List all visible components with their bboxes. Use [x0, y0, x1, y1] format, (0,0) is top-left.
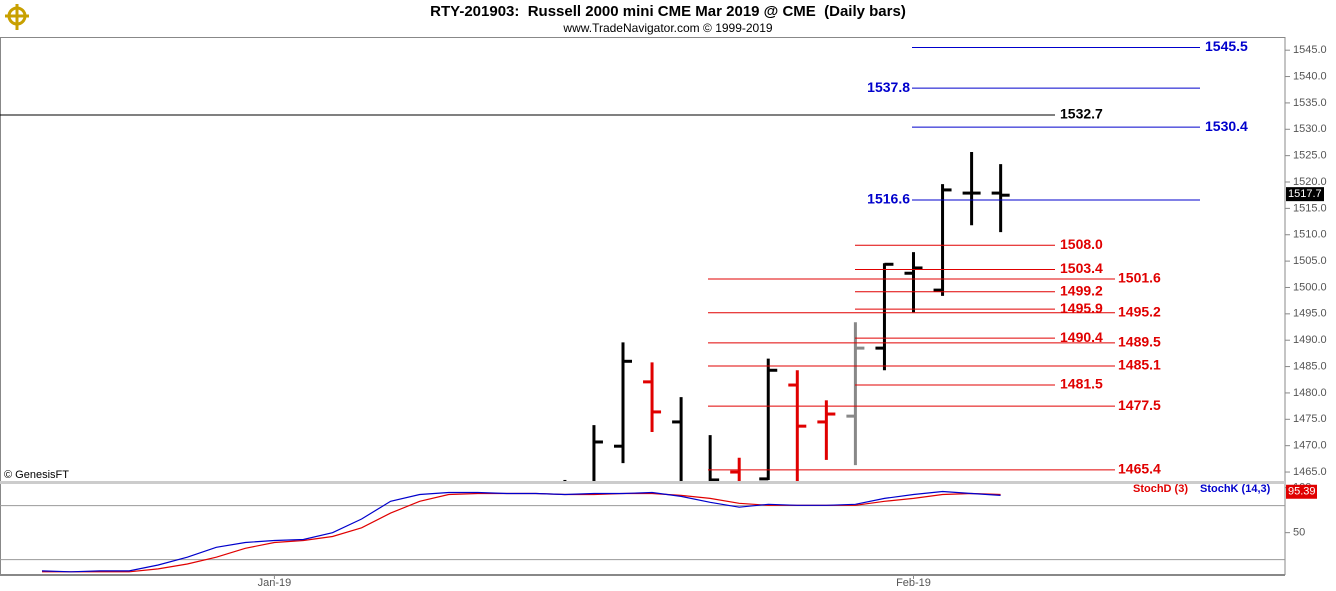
- level-label: 1501.6: [1118, 270, 1161, 286]
- y-tick-label: 1520.0: [1293, 176, 1327, 188]
- last-value-box: [1286, 484, 1317, 499]
- level-label: 1481.5: [1060, 376, 1103, 392]
- price-marks: [563, 151, 1010, 481]
- annotation: © GenesisFT: [4, 469, 69, 481]
- y-tick-label: 1540.0: [1293, 70, 1327, 82]
- level-label: 1516.6: [867, 191, 910, 207]
- level-label: 1503.4: [1060, 260, 1103, 276]
- y-tick-label: 1465.0: [1293, 466, 1327, 478]
- logo: [5, 4, 29, 30]
- chart-title: RTY-201903: Russell 2000 mini CME Mar 20…: [430, 3, 906, 20]
- y-tick-label: 1485.0: [1293, 360, 1327, 372]
- y-tick-label: 1480.0: [1293, 387, 1327, 399]
- panel-separator: [0, 481, 1285, 484]
- plot-border: [0, 37, 1286, 575]
- level-label: 1485.1: [1118, 357, 1161, 373]
- y-tick-label: 1490.0: [1293, 334, 1327, 346]
- stoch-lines: [41, 490, 1001, 573]
- level-label: 1537.8: [867, 79, 910, 95]
- level-label: 1495.2: [1118, 303, 1161, 319]
- y-tick-label: 1510.0: [1293, 229, 1327, 241]
- y-tick-label: 1535.0: [1293, 97, 1327, 109]
- level-label: 1477.5: [1118, 397, 1161, 413]
- y-tick-label: 1470.0: [1293, 440, 1327, 452]
- y-tick-label: 1500.0: [1293, 281, 1327, 293]
- y-tick-label: 1515.0: [1293, 202, 1327, 214]
- legend-entry: StochD (3): [1133, 483, 1188, 495]
- legend-entry: StochK (14,3): [1200, 483, 1271, 495]
- level-label: 1545.5: [1205, 38, 1248, 54]
- level-label: 1490.4: [1060, 329, 1103, 345]
- level-label: 1530.4: [1205, 118, 1248, 134]
- level-label: 1532.7: [1060, 106, 1103, 122]
- y-tick-label: 1530.0: [1293, 123, 1327, 135]
- y-tick-label: 1525.0: [1293, 150, 1327, 162]
- last-price-box: [1286, 187, 1324, 202]
- y-tick-label: 1505.0: [1293, 255, 1327, 267]
- level-label: 1489.5: [1118, 334, 1161, 350]
- level-label: 1465.4: [1118, 461, 1161, 477]
- chart-subtitle: www.TradeNavigator.com © 1999-2019: [562, 21, 772, 35]
- level-label: 1508.0: [1060, 236, 1103, 252]
- stoch-line: [41, 490, 1001, 573]
- level-label: 1499.2: [1060, 282, 1103, 298]
- y-tick-label: 1545.0: [1293, 44, 1327, 56]
- x-tick-label: Jan-19: [258, 577, 292, 589]
- level-label: 1495.9: [1060, 300, 1103, 316]
- last-value-label: 95.39: [1288, 486, 1316, 498]
- last-price-label: 1517.7: [1288, 188, 1322, 200]
- y-tick-label: 1475.0: [1293, 413, 1327, 425]
- y-tick-label: 1495.0: [1293, 308, 1327, 320]
- y-tick-label: 50: [1293, 527, 1305, 539]
- x-tick-label: Feb-19: [896, 577, 931, 589]
